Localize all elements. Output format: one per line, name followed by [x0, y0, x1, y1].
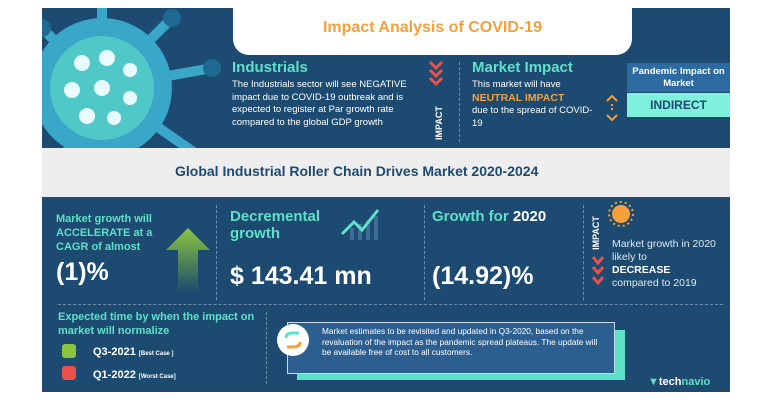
- title-band: [42, 148, 730, 197]
- main-title: Global Industrial Roller Chain Drives Ma…: [175, 163, 539, 179]
- industrials-title: Industrials: [232, 59, 308, 76]
- chevrons-down-icon: [591, 256, 605, 286]
- pandemic-impact-label: Pandemic Impact on Market: [627, 63, 730, 92]
- divider: [583, 205, 584, 300]
- divider: [216, 205, 217, 300]
- pandemic-impact-value: INDIRECT: [627, 93, 730, 117]
- divider: [424, 205, 425, 300]
- impact-label: IMPACT: [591, 216, 601, 250]
- decremental-title: Decremental growth: [230, 208, 321, 242]
- worst-case: Q1-2022 [Worst Case]: [93, 369, 176, 381]
- growth-2020-value: (14.92)%: [432, 262, 534, 290]
- best-case: Q3-2021 [Best Case ]: [93, 346, 174, 358]
- note-text: Market estimates to be revisited and upd…: [287, 322, 615, 374]
- thumbs-up-icon: [62, 344, 76, 358]
- up-down-arrows-icon: [606, 95, 618, 121]
- virus-icon: [42, 8, 221, 197]
- cagr-text: Market growth will ACCELERATE at a CAGR …: [56, 213, 153, 253]
- impact-label: IMPACT: [434, 106, 444, 140]
- impact-2020-text: Market growth in 2020 likely to DECREASE…: [612, 238, 716, 289]
- up-arrow-icon: [166, 228, 210, 292]
- cagr-value: (1)%: [56, 258, 109, 286]
- chevrons-down-icon: [428, 60, 444, 86]
- decremental-value: $ 143.41 mn: [230, 262, 372, 290]
- virus-small-icon: [608, 201, 634, 227]
- thumbs-down-icon: [62, 366, 76, 380]
- divider: [58, 304, 723, 305]
- market-impact-title: Market Impact: [472, 59, 573, 76]
- divider: [459, 62, 460, 142]
- neutral-impact: NEUTRAL IMPACT: [472, 91, 565, 104]
- header-title: Impact Analysis of COVID-19: [233, 8, 632, 55]
- market-impact-text: This market will have NEUTRAL IMPACT due…: [472, 79, 593, 129]
- growth-2020-title: Growth for 2020: [432, 208, 547, 225]
- normalize-title: Expected time by when the impact on mark…: [58, 311, 255, 337]
- industrials-text: The Industrials sector will see NEGATIVE…: [232, 79, 407, 128]
- refresh-icon: [277, 324, 309, 356]
- technavio-logo: ▼technavio: [648, 376, 711, 388]
- trend-chart-icon: [340, 209, 380, 240]
- divider: [266, 312, 267, 384]
